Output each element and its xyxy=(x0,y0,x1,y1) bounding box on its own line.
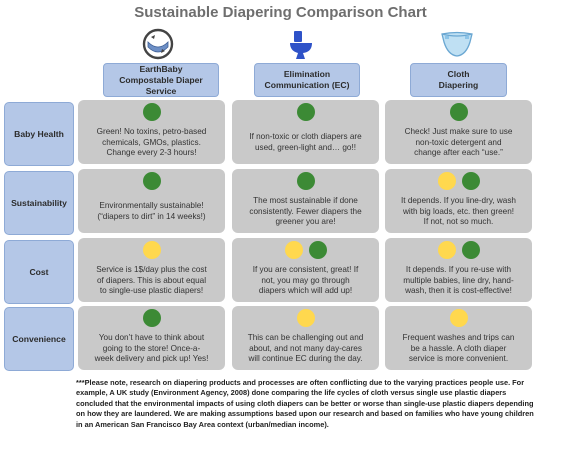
green-rating-dot xyxy=(308,241,327,259)
cell-text: Green! No toxins, petro-based chemicals,… xyxy=(96,127,207,158)
cell-baby-health-cloth: Check! Just make sure to use non-toxic d… xyxy=(385,100,532,164)
cell-text: If non-toxic or cloth diapers are used, … xyxy=(249,132,362,152)
cell-text: This can be challenging out and about, a… xyxy=(247,333,364,364)
rating-dots xyxy=(78,172,225,190)
rating-dots xyxy=(232,241,379,259)
row-header-cost: Cost xyxy=(4,240,74,304)
cell-text: It depends. If you line-dry, wash with b… xyxy=(401,196,516,227)
cell-text: Service is 1$/day plus the cost of diape… xyxy=(96,265,207,296)
yellow-rating-dot xyxy=(284,241,303,259)
cell-text: If you are consistent, great! If not, yo… xyxy=(252,265,359,296)
column-header-cloth: Cloth Diapering xyxy=(410,63,507,97)
rating-dots xyxy=(385,172,532,190)
cell-text: Frequent washes and trips can be a hassl… xyxy=(402,333,515,364)
yellow-rating-dot xyxy=(449,309,468,327)
toilet-icon xyxy=(290,31,312,59)
cell-text: Check! Just make sure to use non-toxic d… xyxy=(404,127,513,158)
cloth-diaper-icon xyxy=(441,31,473,57)
compost-diaper-icon xyxy=(142,28,174,60)
yellow-rating-dot xyxy=(296,309,315,327)
row-header-label: Cost xyxy=(29,267,49,277)
cell-sustainability-ec: The most sustainable if done consistentl… xyxy=(232,169,379,233)
cell-text: You don’t have to think about going to t… xyxy=(94,333,209,364)
cell-sustainability-earthbaby: Environmentally sustainable! (“diapers t… xyxy=(78,169,225,233)
cell-cost-ec: If you are consistent, great! If not, yo… xyxy=(232,238,379,302)
green-rating-dot xyxy=(296,103,315,121)
cell-convenience-earthbaby: You don’t have to think about going to t… xyxy=(78,306,225,370)
cell-cost-cloth: It depends. If you re-use with multiple … xyxy=(385,238,532,302)
column-header-label: EarthBaby Compostable Diaper Service xyxy=(119,63,203,96)
yellow-rating-dot xyxy=(437,241,456,259)
cell-text: The most sustainable if done consistentl… xyxy=(249,196,362,227)
cell-convenience-ec: This can be challenging out and about, a… xyxy=(232,306,379,370)
rating-dots xyxy=(78,309,225,327)
row-header-sustainability: Sustainability xyxy=(4,171,74,235)
chart-title: Sustainable Diapering Comparison Chart xyxy=(134,4,427,21)
column-header-label: Cloth Diapering xyxy=(438,69,479,90)
cell-baby-health-earthbaby: Green! No toxins, petro-based chemicals,… xyxy=(78,100,225,164)
green-rating-dot xyxy=(142,172,161,190)
row-header-label: Convenience xyxy=(12,334,66,344)
green-rating-dot xyxy=(142,103,161,121)
row-header-label: Baby Health xyxy=(14,129,64,139)
yellow-rating-dot xyxy=(142,241,161,259)
row-header-baby-health: Baby Health xyxy=(4,102,74,166)
cell-convenience-cloth: Frequent washes and trips can be a hassl… xyxy=(385,306,532,370)
column-header-label: Elimination Communication (EC) xyxy=(264,69,350,90)
rating-dots xyxy=(232,172,379,190)
cell-baby-health-ec: If non-toxic or cloth diapers are used, … xyxy=(232,100,379,164)
rating-dots xyxy=(385,309,532,327)
cell-text: It depends. If you re-use with multiple … xyxy=(403,265,514,296)
green-rating-dot xyxy=(449,103,468,121)
rating-dots xyxy=(385,241,532,259)
cell-text: Environmentally sustainable! (“diapers t… xyxy=(97,201,206,221)
rating-dots xyxy=(78,241,225,259)
rating-dots xyxy=(385,103,532,121)
row-header-convenience: Convenience xyxy=(4,307,74,371)
green-rating-dot xyxy=(296,172,315,190)
rating-dots xyxy=(232,309,379,327)
rating-dots xyxy=(78,103,225,121)
green-rating-dot xyxy=(461,241,480,259)
yellow-rating-dot xyxy=(437,172,456,190)
green-rating-dot xyxy=(142,309,161,327)
footnote: ***Please note, research on diapering pr… xyxy=(76,378,534,429)
column-header-earthbaby: EarthBaby Compostable Diaper Service xyxy=(103,63,219,97)
cell-cost-earthbaby: Service is 1$/day plus the cost of diape… xyxy=(78,238,225,302)
row-header-label: Sustainability xyxy=(11,198,67,208)
column-header-ec: Elimination Communication (EC) xyxy=(254,63,360,97)
rating-dots xyxy=(232,103,379,121)
green-rating-dot xyxy=(461,172,480,190)
cell-sustainability-cloth: It depends. If you line-dry, wash with b… xyxy=(385,169,532,233)
